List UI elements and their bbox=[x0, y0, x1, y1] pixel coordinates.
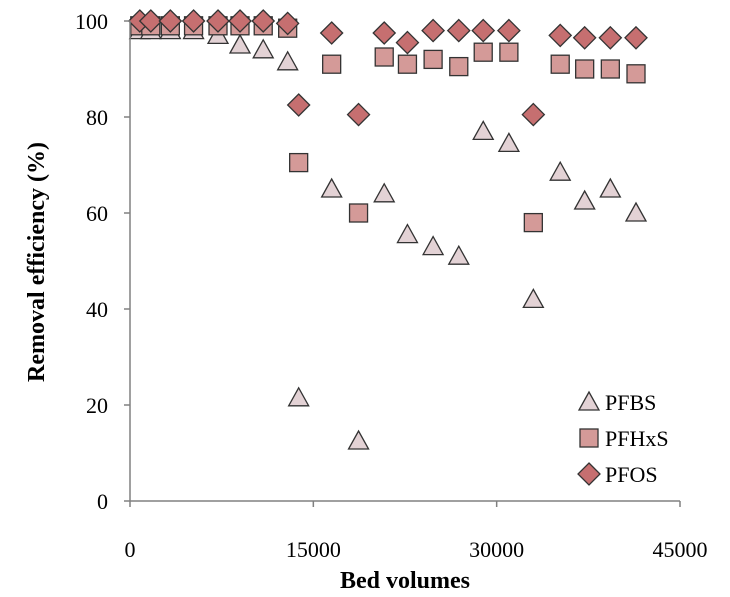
pfbs-point bbox=[396, 223, 419, 244]
x-axis-title: Bed volumes bbox=[340, 568, 470, 594]
legend-item-pfbs: PFBS bbox=[577, 390, 656, 415]
pfbs-point bbox=[287, 386, 310, 407]
pfos-point bbox=[548, 23, 573, 48]
pfhxs-point bbox=[499, 42, 519, 62]
pfos-point bbox=[598, 25, 623, 50]
x-tick-label: 0 bbox=[125, 537, 136, 562]
pfhxs-point bbox=[374, 47, 394, 67]
tick-labels: 0 20 40 60 80 100 0 15000 30000 45000 bbox=[75, 9, 708, 562]
series-pfbs bbox=[128, 19, 648, 450]
series-pfos bbox=[127, 9, 648, 127]
pfbs-point bbox=[497, 132, 520, 153]
x-tick-label: 30000 bbox=[469, 537, 524, 562]
pfbs-point bbox=[599, 177, 622, 198]
y-tick-label: 40 bbox=[86, 297, 108, 322]
pfos-point bbox=[624, 25, 648, 50]
pfbs-point bbox=[228, 33, 252, 54]
pfhxs-point bbox=[550, 54, 570, 74]
pfhxs-point bbox=[473, 42, 493, 62]
pfos-point bbox=[496, 18, 521, 43]
pfhxs-point bbox=[575, 59, 595, 79]
pfhxs-point bbox=[600, 59, 620, 79]
pfos-point bbox=[421, 18, 446, 43]
pfos-point bbox=[395, 30, 420, 55]
pfhxs-point bbox=[523, 212, 543, 233]
pfos-point bbox=[346, 102, 371, 127]
x-tick-label: 15000 bbox=[286, 537, 341, 562]
pfhxs-legend-marker bbox=[579, 428, 599, 448]
pfos-point bbox=[251, 9, 276, 33]
pfhxs-point bbox=[397, 54, 418, 74]
pfbs-point bbox=[347, 429, 370, 450]
pfos-point bbox=[206, 9, 230, 33]
pfos-point bbox=[572, 25, 597, 50]
pfos-point bbox=[158, 9, 183, 33]
pfhxs-point bbox=[289, 152, 309, 173]
pfbs-point bbox=[624, 201, 648, 222]
pfos-point bbox=[228, 9, 252, 33]
pfbs-point bbox=[320, 177, 343, 198]
legend-label: PFHxS bbox=[605, 426, 669, 451]
pfhxs-point bbox=[626, 64, 646, 84]
pfbs-point bbox=[472, 120, 495, 141]
pfos-legend-marker bbox=[577, 462, 601, 486]
pfhxs-point bbox=[322, 54, 342, 74]
pfos-point bbox=[319, 21, 344, 45]
pfos-point bbox=[275, 11, 300, 36]
pfbs-point bbox=[522, 288, 545, 309]
legend-label: PFBS bbox=[605, 390, 656, 415]
pfbs-point bbox=[252, 38, 275, 59]
y-tick-label: 0 bbox=[97, 489, 108, 514]
pfhxs-point bbox=[348, 203, 369, 223]
legend-item-pfos: PFOS bbox=[577, 462, 658, 487]
y-tick-label: 20 bbox=[86, 393, 108, 418]
pfhxs-point bbox=[449, 56, 469, 77]
legend: PFBS PFHxS PFOS bbox=[577, 390, 669, 487]
plot-area bbox=[127, 9, 648, 450]
pfos-point bbox=[521, 102, 546, 127]
y-axis-title: Removal efficiency (%) bbox=[24, 142, 50, 382]
pfbs-point bbox=[373, 182, 396, 203]
pfbs-point bbox=[573, 189, 596, 210]
pfos-point bbox=[286, 93, 311, 117]
pfos-point bbox=[471, 18, 496, 43]
legend-label: PFOS bbox=[605, 462, 658, 487]
pfbs-legend-marker bbox=[577, 390, 601, 411]
pfbs-point bbox=[422, 235, 445, 256]
legend-item-pfhxs: PFHxS bbox=[579, 426, 669, 451]
pfos-point bbox=[138, 9, 163, 33]
axes bbox=[129, 21, 680, 502]
pfos-point bbox=[372, 21, 397, 45]
pfbs-point bbox=[549, 160, 572, 181]
y-tick-label: 100 bbox=[75, 9, 108, 34]
pfbs-point bbox=[276, 50, 299, 71]
y-tick-label: 80 bbox=[86, 105, 108, 130]
pfbs-point bbox=[447, 244, 470, 265]
y-tick-label: 60 bbox=[86, 201, 108, 226]
pfos-point bbox=[181, 9, 206, 33]
pfos-point bbox=[446, 18, 471, 43]
x-tick-label: 45000 bbox=[653, 537, 708, 562]
pfhxs-point bbox=[423, 49, 443, 70]
